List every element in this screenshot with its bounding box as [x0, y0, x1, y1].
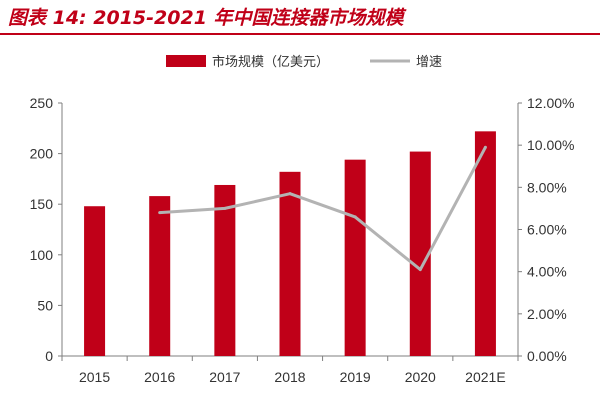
bar	[409, 151, 431, 356]
y-left-tick-label: 0	[45, 348, 53, 364]
y-left-tick-label: 200	[30, 146, 54, 162]
growth-point	[223, 206, 227, 210]
y-right-tick-label: 8.00%	[527, 179, 567, 195]
x-tick-label: 2015	[79, 369, 110, 385]
bar	[214, 184, 236, 356]
x-tick-label: 2016	[144, 369, 175, 385]
x-tick-label: 2018	[274, 369, 305, 385]
growth-point	[288, 192, 292, 196]
x-tick-label: 2021E	[465, 369, 505, 385]
y-left-tick-label: 100	[30, 247, 54, 263]
bar	[344, 159, 366, 356]
chart-title: 图表 14: 2015-2021 年中国连接器市场规模	[8, 7, 404, 29]
legend-label-line: 增速	[416, 55, 442, 70]
y-left-tick-label: 150	[30, 196, 54, 212]
growth-line	[159, 146, 487, 272]
x-tick-label: 2017	[209, 369, 240, 385]
y-left-tick-label: 250	[30, 95, 54, 111]
growth-point	[158, 211, 162, 215]
y-right-tick-label: 6.00%	[527, 222, 567, 238]
y-right-tick-label: 12.00%	[527, 95, 574, 111]
legend-label-bar: 市场规模（亿美元）	[212, 54, 329, 70]
y-right-tick-label: 2.00%	[527, 306, 567, 322]
y-right-tick-label: 10.00%	[527, 137, 574, 153]
y-right-tick-label: 0.00%	[527, 348, 567, 364]
x-tick-label: 2020	[405, 369, 436, 385]
growth-point	[418, 268, 422, 272]
x-tick-label: 2019	[340, 369, 371, 385]
bar	[84, 206, 106, 356]
bar	[149, 196, 171, 356]
growth-point	[353, 215, 357, 219]
bar	[474, 131, 496, 356]
legend-swatch-bar	[166, 55, 206, 67]
title-underline	[0, 33, 600, 35]
y-left-tick-label: 50	[37, 297, 53, 313]
growth-point	[483, 145, 487, 149]
y-right-tick-label: 4.00%	[527, 264, 567, 280]
bar	[279, 171, 301, 356]
